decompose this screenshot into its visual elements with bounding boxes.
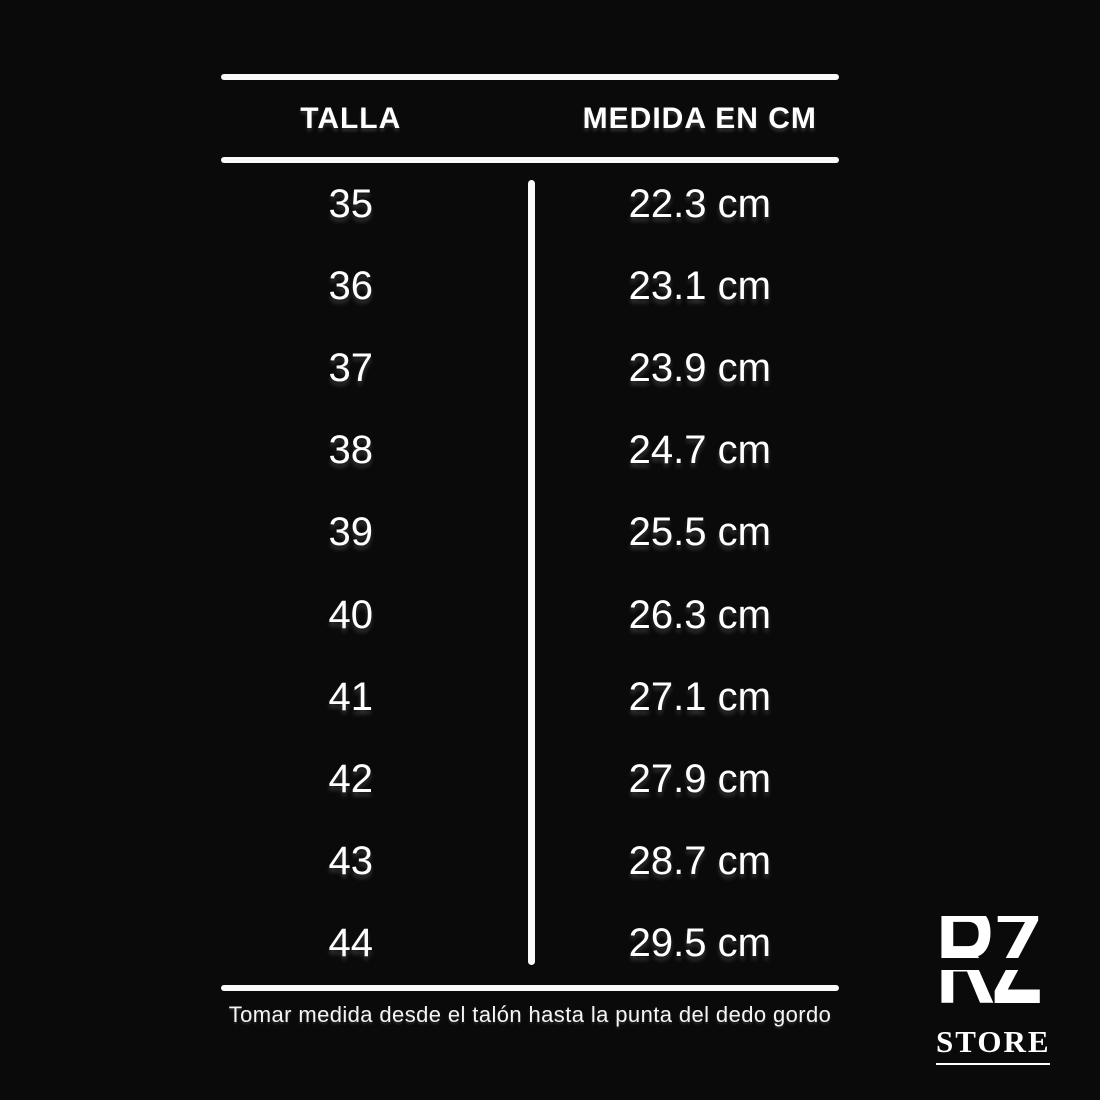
table-row: 44 29.5 cm <box>221 903 839 985</box>
measurement-cell: 27.1 cm <box>628 674 771 719</box>
measurement-cell: 29.5 cm <box>628 921 771 966</box>
measurement-cell: 26.3 cm <box>628 592 771 637</box>
table-row: 41 27.1 cm <box>221 656 839 738</box>
size-cell: 37 <box>328 346 374 390</box>
measurement-cell: 27.9 cm <box>628 757 771 802</box>
rz-monogram-bottom-slice: RZ <box>936 970 1050 1020</box>
size-cell: 40 <box>328 592 374 637</box>
rz-store-logo: RZ RZ STORE <box>936 916 1050 1065</box>
top-rule-line <box>221 74 839 80</box>
size-cell: 44 <box>328 921 374 966</box>
rz-monogram-letters: RZ <box>936 916 1042 958</box>
table-row: 43 28.7 cm <box>221 821 839 903</box>
table-body: 35 22.3 cm 36 23.1 cm 37 23.9 cm 38 24.7… <box>221 163 839 985</box>
table-row: 42 27.9 cm <box>221 738 839 820</box>
table-row: 35 22.3 cm <box>221 163 839 245</box>
column-header-medida-en-cm: MEDIDA EN CM <box>582 101 817 135</box>
table-row: 39 25.5 cm <box>221 492 839 574</box>
table-row: 36 23.1 cm <box>221 245 839 327</box>
measurement-instruction: Tomar medida desde el talón hasta la pun… <box>228 1002 832 1027</box>
size-cell: 36 <box>328 263 374 308</box>
table-header-row: TALLA MEDIDA EN CM <box>221 80 839 157</box>
table-row: 37 23.9 cm <box>221 327 839 409</box>
size-cell: 42 <box>328 757 374 802</box>
size-chart-table: TALLA MEDIDA EN CM 35 22.3 cm 36 23.1 cm… <box>221 74 839 1028</box>
measurement-cell: 23.9 cm <box>628 346 771 390</box>
store-wordmark: STORE <box>936 1024 1050 1065</box>
size-cell: 41 <box>328 674 374 719</box>
measurement-cell: 23.1 cm <box>628 263 771 308</box>
rz-monogram-letters: RZ <box>936 970 1042 1020</box>
measurement-cell: 22.3 cm <box>628 181 771 226</box>
size-cell: 43 <box>328 839 374 884</box>
column-header-talla: TALLA <box>300 101 402 135</box>
table-row: 38 24.7 cm <box>221 410 839 492</box>
table-row: 40 26.3 cm <box>221 574 839 656</box>
bottom-rule-line <box>221 985 839 991</box>
column-divider-line <box>528 180 536 965</box>
rz-monogram-top-slice: RZ <box>936 916 1050 958</box>
measurement-cell: 25.5 cm <box>628 510 771 555</box>
size-cell: 35 <box>328 181 374 226</box>
measurement-cell: 28.7 cm <box>628 839 771 884</box>
size-cell: 39 <box>328 510 374 555</box>
measurement-cell: 24.7 cm <box>628 428 771 473</box>
rz-monogram: RZ RZ <box>936 916 1050 1020</box>
header-rule-line <box>221 157 839 163</box>
size-cell: 38 <box>328 428 374 473</box>
